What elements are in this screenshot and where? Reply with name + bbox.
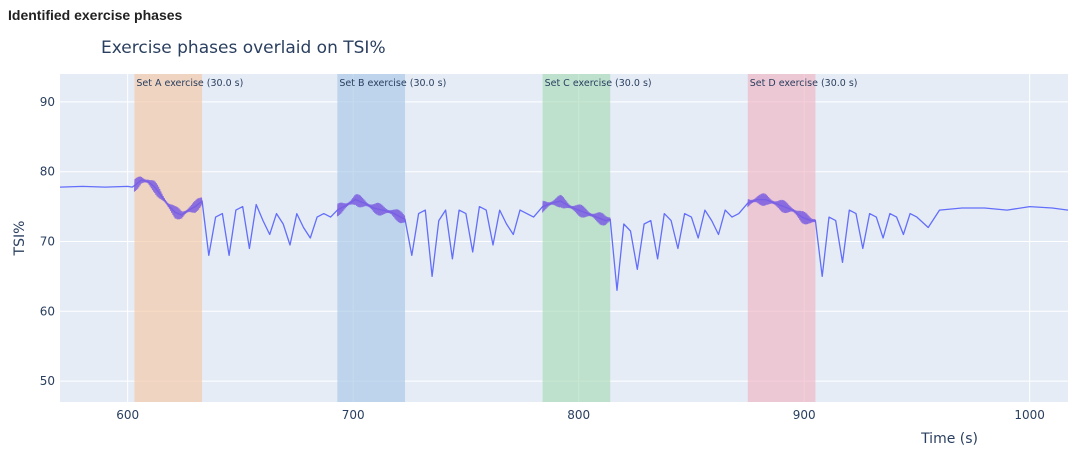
tsi-dense-segment-1 [133,176,203,220]
y-axis-title: TSI% [12,221,28,257]
section-header: Identified exercise phases [8,7,183,23]
phase-label-3: Set C exercise (30.0 s) [545,78,652,89]
phase-band-4 [747,74,816,402]
tsi-line [59,179,1068,291]
x-tick-label: 800 [567,408,590,422]
phase-label-2: Set B exercise (30.0 s) [339,78,446,89]
phase-labels: Set A exercise (30.0 s) Set B exercise (3… [136,78,857,89]
tsi-dense-segment-4 [747,193,816,225]
axis-ticks: 600 700 800 900 1000 50 60 70 80 90 [40,95,1045,422]
x-tick-label: 1000 [1014,408,1045,422]
y-tick-label: 60 [40,304,55,318]
tsi-line-layer [59,176,1068,291]
tsi-dense-segment-2 [336,194,406,224]
phase-label-1: Set A exercise (30.0 s) [136,78,243,89]
tsi-dense-segment-3 [542,194,611,226]
phase-label-4: Set D exercise (30.0 s) [750,78,858,89]
phase-bands [134,74,816,402]
y-tick-label: 80 [40,165,55,179]
y-tick-label: 70 [40,234,55,248]
x-tick-label: 700 [342,408,365,422]
x-tick-label: 900 [793,408,816,422]
y-tick-label: 90 [40,95,55,109]
x-tick-label: 600 [116,408,139,422]
chart-title: Exercise phases overlaid on TSI% [101,38,386,58]
phase-band-2 [337,74,406,402]
x-axis-title: Time (s) [920,431,978,447]
y-tick-label: 50 [40,374,55,388]
phase-band-3 [542,74,611,402]
phase-band-1 [134,74,203,402]
